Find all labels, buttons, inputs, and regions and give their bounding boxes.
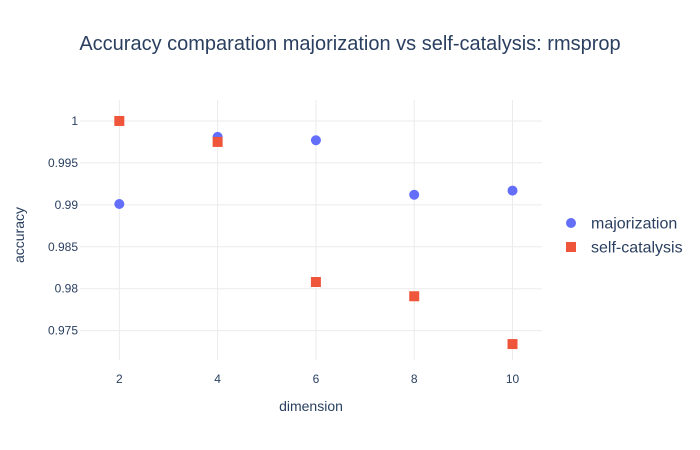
self-catalysis-point[interactable] (507, 339, 518, 350)
self-catalysis-point[interactable] (409, 291, 420, 302)
x-tick-label: 8 (411, 372, 418, 386)
y-tick-label: 0.98 (55, 282, 79, 296)
majorization-point[interactable] (409, 189, 420, 200)
majorization-point[interactable] (507, 185, 518, 196)
legend-square-icon (566, 242, 576, 252)
chart-title: Accuracy comparation majorization vs sel… (79, 33, 620, 55)
y-tick-label: 0.985 (48, 240, 78, 254)
x-axis-title: dimension (279, 398, 343, 414)
y-tick-label: 0.995 (48, 156, 78, 170)
legend-label: self-catalysis (591, 240, 683, 257)
x-axis-ticks: 2 4 6 8 10 (116, 372, 520, 386)
self-catalysis-point[interactable] (310, 277, 321, 287)
x-tick-label: 10 (506, 372, 520, 386)
majorization-point[interactable] (310, 135, 321, 146)
y-axis-ticks: 0.975 0.98 0.985 0.99 0.995 1 (48, 114, 78, 338)
majorization-point[interactable] (114, 199, 125, 209)
y-tick-label: 1 (71, 114, 78, 128)
y-axis-title: accuracy (11, 207, 27, 263)
legend[interactable]: majorization self-catalysis (566, 216, 683, 257)
legend-item-self-catalysis[interactable]: self-catalysis (566, 240, 683, 257)
data-points (114, 115, 518, 350)
x-tick-label: 6 (313, 372, 320, 386)
grid-layer (80, 100, 542, 360)
self-catalysis-point[interactable] (212, 136, 223, 147)
self-catalysis-point[interactable] (114, 115, 125, 126)
legend-label: majorization (591, 216, 677, 233)
legend-circle-icon (566, 218, 576, 228)
y-tick-label: 0.99 (55, 198, 79, 212)
x-tick-label: 2 (116, 372, 123, 386)
x-tick-label: 4 (214, 372, 221, 386)
y-tick-label: 0.975 (48, 324, 78, 338)
legend-item-majorization[interactable]: majorization (566, 216, 677, 233)
